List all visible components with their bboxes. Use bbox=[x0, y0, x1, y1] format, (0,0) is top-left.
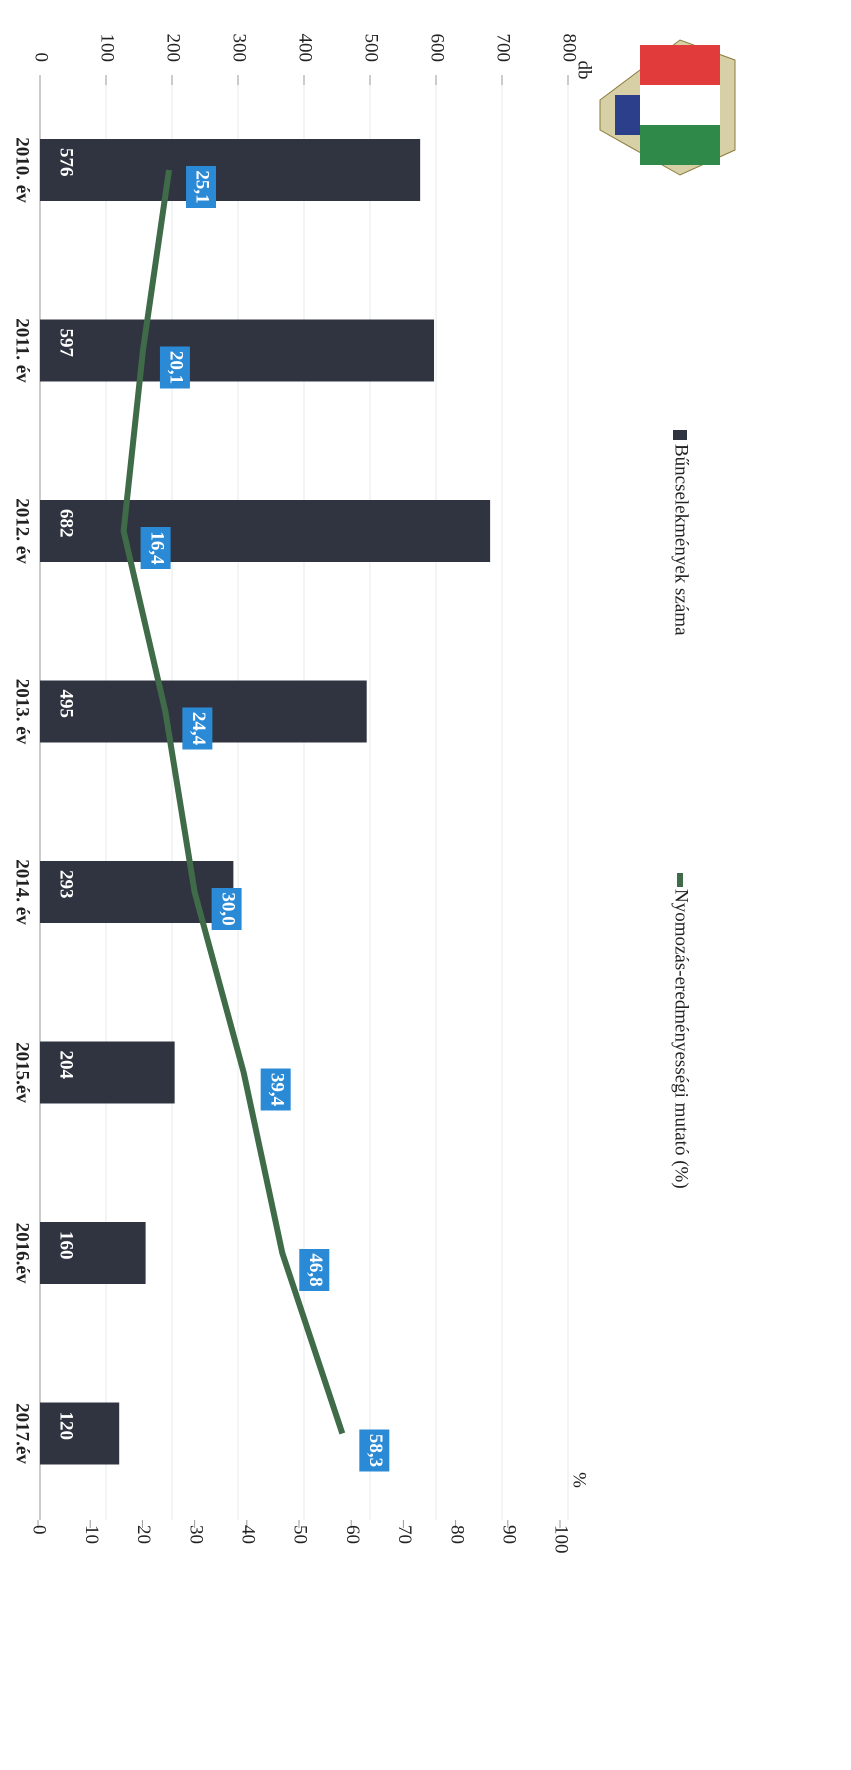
x-tick-label: 2015.év bbox=[12, 1042, 33, 1103]
value-label: 39,4 bbox=[266, 1073, 287, 1107]
y-tick-label: 500 bbox=[361, 34, 382, 63]
y2-tick-label: 50 bbox=[290, 1525, 311, 1544]
x-tick-label: 2011. év bbox=[12, 318, 33, 383]
y-tick-label: 800 bbox=[559, 34, 580, 63]
y-tick-label: 0 bbox=[31, 53, 52, 63]
bar bbox=[40, 1041, 175, 1104]
x-tick-label: 2016.év bbox=[12, 1223, 33, 1284]
value-label: 46,8 bbox=[305, 1253, 326, 1286]
bar bbox=[40, 500, 491, 562]
y-tick-label: 700 bbox=[493, 34, 514, 63]
x-tick-label: 2014. év bbox=[12, 859, 33, 925]
value-label-box bbox=[260, 1068, 291, 1111]
value-label: 58,3 bbox=[365, 1434, 386, 1467]
y2-tick-label: 100 bbox=[551, 1525, 572, 1554]
value-label-box bbox=[299, 1249, 330, 1291]
value-label-box bbox=[182, 707, 213, 750]
bar-value-label: 204 bbox=[56, 1051, 77, 1080]
bar-value-label: 682 bbox=[56, 509, 77, 538]
x-tick-label: 2017.év bbox=[12, 1403, 33, 1464]
bar bbox=[39, 1222, 146, 1284]
legend-swatch bbox=[673, 430, 687, 440]
bar bbox=[40, 861, 234, 923]
bar-value-label: 576 bbox=[56, 148, 77, 177]
bar-value-label: 597 bbox=[56, 329, 77, 358]
bar-value-label: 293 bbox=[56, 870, 77, 899]
logo-red bbox=[640, 45, 720, 85]
logo-band bbox=[615, 95, 640, 135]
bar-value-label: 120 bbox=[56, 1412, 77, 1441]
x-tick-label: 2012. év bbox=[12, 498, 33, 564]
value-label-box bbox=[359, 1429, 390, 1472]
value-label-box bbox=[140, 527, 171, 569]
bar bbox=[40, 139, 421, 201]
value-label: 30,0 bbox=[217, 892, 238, 925]
x-tick-label: 2013. év bbox=[12, 679, 33, 745]
value-label-box bbox=[211, 888, 242, 930]
logo bbox=[599, 39, 736, 176]
x-tick-label: 2010. év bbox=[12, 137, 33, 203]
value-label-box bbox=[186, 166, 217, 208]
y-axis-label: db bbox=[574, 61, 595, 80]
bar-value-label: 495 bbox=[56, 690, 77, 719]
value-label: 20,1 bbox=[166, 351, 187, 384]
y-tick-label: 400 bbox=[295, 34, 316, 63]
y2-axis-label: % bbox=[569, 1472, 590, 1488]
y-tick-label: 100 bbox=[97, 34, 118, 63]
logo-white bbox=[640, 85, 720, 125]
plot: db % 0 100 200 300 400 500 600 700 800 0 10 20 30 40 5… bbox=[12, 34, 692, 1554]
value-label-box bbox=[159, 346, 190, 389]
y-tick-label: 200 bbox=[163, 34, 184, 63]
value-label: 16,4 bbox=[146, 531, 167, 565]
y2-tick-label: 90 bbox=[498, 1525, 519, 1544]
legend-label: Nyomozás-eredményességi mutató (%) bbox=[671, 889, 692, 1189]
y2-tick-label: 80 bbox=[446, 1525, 467, 1544]
logo-green bbox=[640, 125, 720, 165]
legend-label: Bűncselekmények száma bbox=[671, 444, 692, 636]
line bbox=[120, 169, 346, 1435]
y2-tick-label: 0 bbox=[29, 1525, 50, 1535]
value-label: 24,4 bbox=[188, 712, 209, 746]
y2-tick-label: 60 bbox=[342, 1525, 363, 1544]
y2-tick-label: 40 bbox=[237, 1525, 258, 1544]
y2-tick-label: 30 bbox=[185, 1525, 206, 1544]
y-tick-label: 300 bbox=[229, 34, 250, 63]
y-tick-label: 600 bbox=[427, 34, 448, 63]
bar bbox=[40, 319, 435, 382]
y2-tick-label: 70 bbox=[394, 1525, 415, 1544]
bar-value-label: 160 bbox=[56, 1231, 77, 1260]
value-label: 25,1 bbox=[192, 170, 213, 203]
bar bbox=[40, 1402, 120, 1465]
y2-tick-label: 10 bbox=[81, 1525, 102, 1544]
y2-tick-label: 20 bbox=[133, 1525, 154, 1544]
